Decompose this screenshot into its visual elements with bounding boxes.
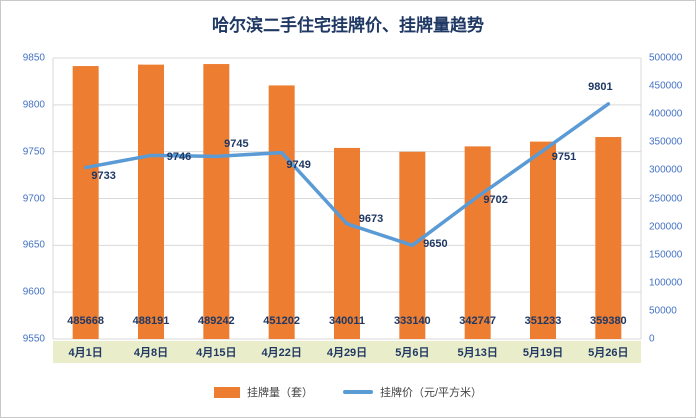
legend-volume-label: 挂牌量（套） (246, 387, 313, 399)
volume-bar[interactable] (530, 141, 556, 339)
bar-swatch-icon (213, 386, 240, 398)
chart-title: 哈尔滨二手住宅挂牌价、挂牌量趋势 (212, 16, 484, 35)
legend: 挂牌量（套） 挂牌价（元/平方米） (1, 379, 695, 405)
volume-bar[interactable] (203, 64, 230, 340)
line-swatch-icon (342, 390, 373, 394)
volume-bar[interactable] (268, 85, 295, 340)
volume-bar[interactable] (595, 137, 622, 339)
legend-item-price[interactable]: 挂牌价（元/平方米） (342, 384, 483, 400)
legend-item-volume[interactable]: 挂牌量（套） (213, 384, 313, 400)
volume-bar[interactable] (334, 147, 360, 339)
price-line[interactable] (83, 102, 611, 248)
category-band (53, 341, 641, 363)
volume-bar[interactable] (464, 146, 491, 339)
volume-bar[interactable] (138, 64, 164, 339)
volume-bar[interactable] (72, 66, 99, 340)
legend-price-label: 挂牌价（元/平方米） (379, 387, 483, 399)
